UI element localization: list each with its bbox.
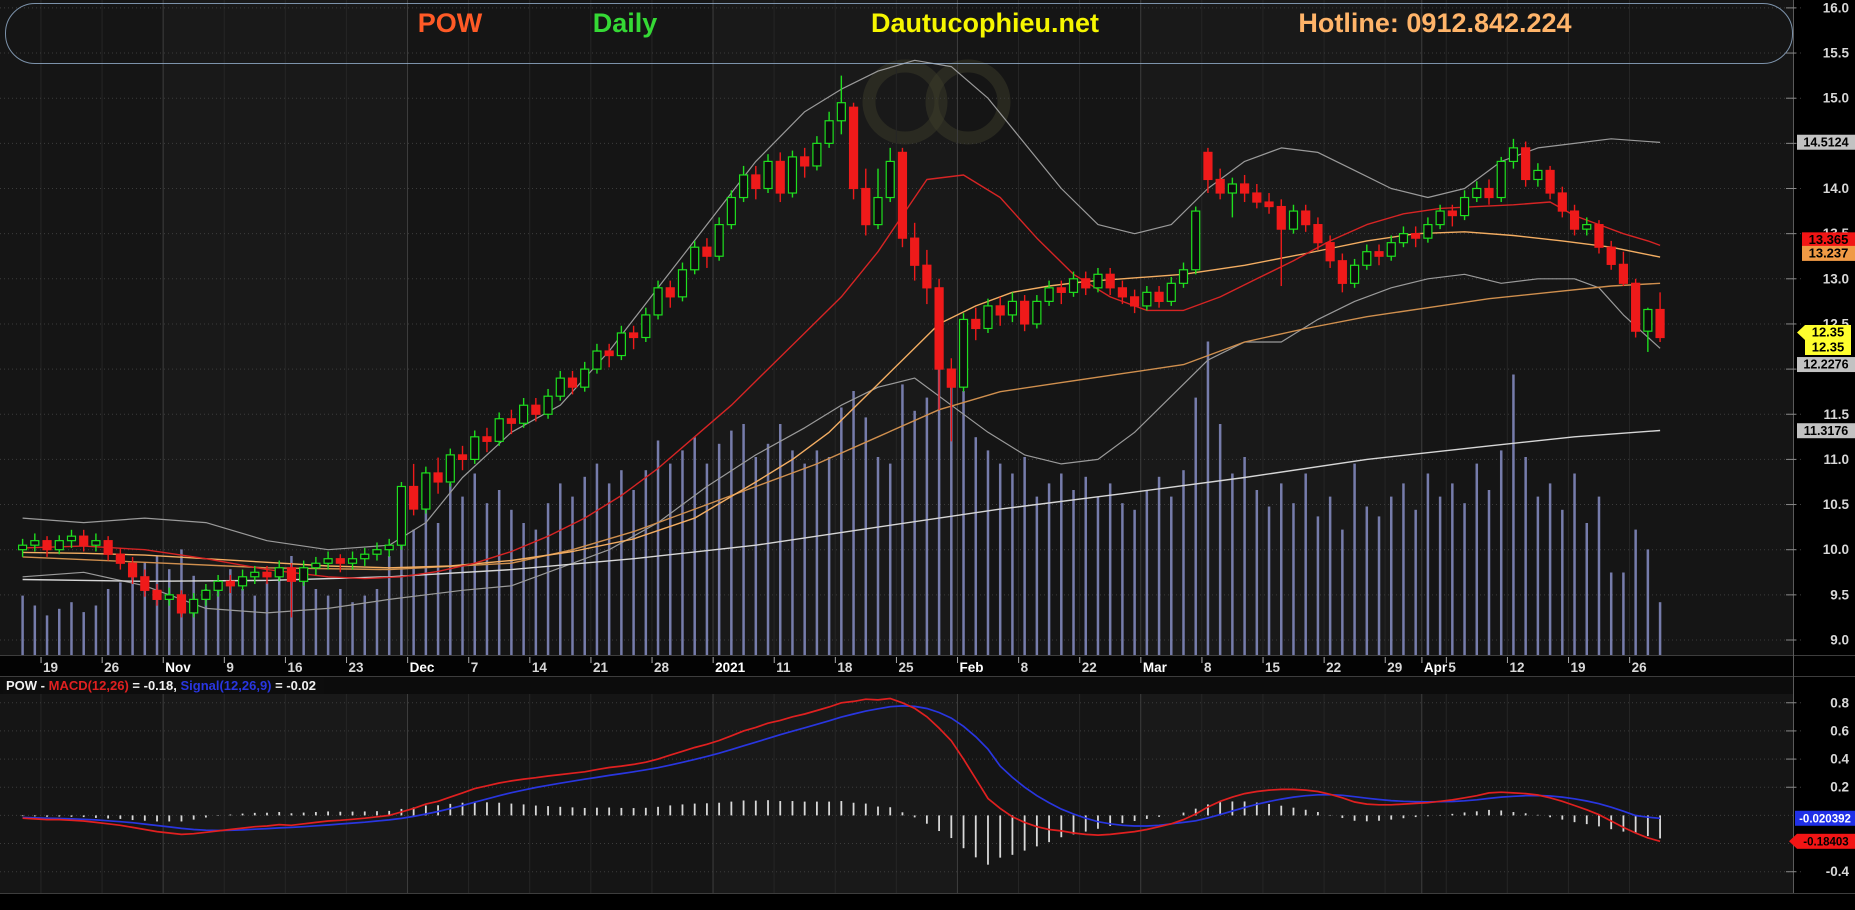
price-badge-value: 12.2276 — [1803, 358, 1848, 372]
macd-name-text: MACD(12,26) — [48, 678, 129, 693]
date-axis-day-label: 8 — [1204, 660, 1212, 675]
price-badge-value: 11.3176 — [1804, 424, 1849, 438]
date-axis-day-label: 12 — [1509, 660, 1524, 675]
macd-line — [22, 697, 1661, 843]
horizontal-gridlines — [0, 7, 1802, 873]
date-axis-day-label: 26 — [104, 660, 120, 675]
date-axis-day-label: 8 — [1021, 660, 1029, 675]
macd-axis-label: -0.4 — [1826, 864, 1850, 879]
price-axis[interactable]: 16.015.515.014.013.513.012.511.511.010.5… — [1786, 0, 1849, 879]
date-axis-day-label: 18 — [837, 660, 853, 675]
date-axis-day-label: 9 — [226, 660, 234, 675]
price-badge-value: 13.365 — [1809, 232, 1849, 247]
macd-pane — [21, 697, 1661, 865]
macd-symbol-text: POW - — [6, 678, 49, 693]
date-axis-day-label: 26 — [1632, 660, 1648, 675]
date-axis-day-label: 22 — [1326, 660, 1341, 675]
date-axis-day-label: 19 — [1571, 660, 1586, 675]
price-axis-label: 15.5 — [1823, 46, 1850, 61]
date-axis-day-label: 25 — [898, 660, 914, 675]
price-badge-value: 13.237 — [1809, 246, 1849, 261]
price-axis-label: 9.5 — [1830, 587, 1849, 602]
date-axis-day-label: 15 — [1265, 660, 1281, 675]
price-badge-value: -0.18403 — [1803, 837, 1848, 849]
ma100-line — [22, 282, 1661, 571]
vertical-gridlines — [40, 0, 1631, 893]
date-axis-day-label: 5 — [1448, 660, 1456, 675]
price-badge-value: -0.020392 — [1799, 813, 1851, 825]
date-axis-day-label: 28 — [654, 660, 670, 675]
badge-arrow-icon — [1797, 324, 1805, 340]
price-badge-value: 12.35 — [1812, 325, 1845, 340]
date-axis-day-label: 21 — [593, 660, 609, 675]
macd-axis-label: 0.6 — [1830, 723, 1849, 738]
date-axis-day-label: 7 — [471, 660, 479, 675]
macd-indicator-label: POW - MACD(12,26) = -0.18, Signal(12,26,… — [3, 678, 324, 694]
price-axis-label: 16.0 — [1823, 0, 1849, 15]
background-watermark-icon — [862, 59, 1011, 145]
candlesticks — [18, 75, 1665, 618]
date-axis-month-label: Apr — [1424, 660, 1448, 675]
price-axis-label: 15.0 — [1823, 91, 1849, 106]
date-axis-day-label: 11 — [776, 660, 791, 675]
date-axis-day-label: 22 — [1082, 660, 1097, 675]
date-axis-day-label: 16 — [287, 660, 303, 675]
date-axis-day-label: 14 — [532, 660, 548, 675]
date-axis-day-label: 29 — [1387, 660, 1402, 675]
date-axis-day-label: 23 — [349, 660, 365, 675]
date-axis[interactable]: 19 26 Nov 9 16 23 Dec 7 14 21 28 2021 11 18 25 Feb 8 22 Ma… — [40, 657, 1648, 675]
date-axis-month-label: 2021 — [715, 660, 746, 675]
price-badge-value: 14.5124 — [1803, 135, 1848, 149]
price-axis-label: 10.5 — [1823, 497, 1850, 512]
price-axis-label: 10.0 — [1823, 542, 1849, 557]
price-axis-label: 13.0 — [1823, 271, 1849, 286]
date-axis-month-label: Feb — [960, 660, 984, 675]
bollinger-lower-line — [22, 273, 1661, 614]
macd-value-text: = -0.18, — [128, 678, 181, 693]
signal-name-text: Signal(12,26,9) — [180, 678, 272, 693]
macd-signal-line — [22, 705, 1661, 832]
price-axis-label: 11.0 — [1823, 452, 1849, 467]
macd-axis-label: 0.8 — [1830, 695, 1849, 710]
price-badge-value: 12.35 — [1812, 340, 1845, 355]
price-axis-label: 14.0 — [1823, 181, 1849, 196]
price-axis-label: 11.5 — [1823, 407, 1849, 422]
signal-value-text: = -0.02 — [271, 678, 316, 693]
date-axis-month-label: Nov — [165, 660, 191, 675]
macd-axis-label: 0.4 — [1830, 752, 1849, 767]
price-axis-label: 9.0 — [1830, 633, 1849, 648]
date-axis-month-label: Mar — [1143, 660, 1168, 675]
date-axis-month-label: Dec — [410, 660, 435, 675]
date-axis-day-label: 19 — [43, 660, 58, 675]
badge-arrow-icon — [1789, 833, 1797, 849]
macd-axis-label: 0.2 — [1830, 780, 1849, 795]
